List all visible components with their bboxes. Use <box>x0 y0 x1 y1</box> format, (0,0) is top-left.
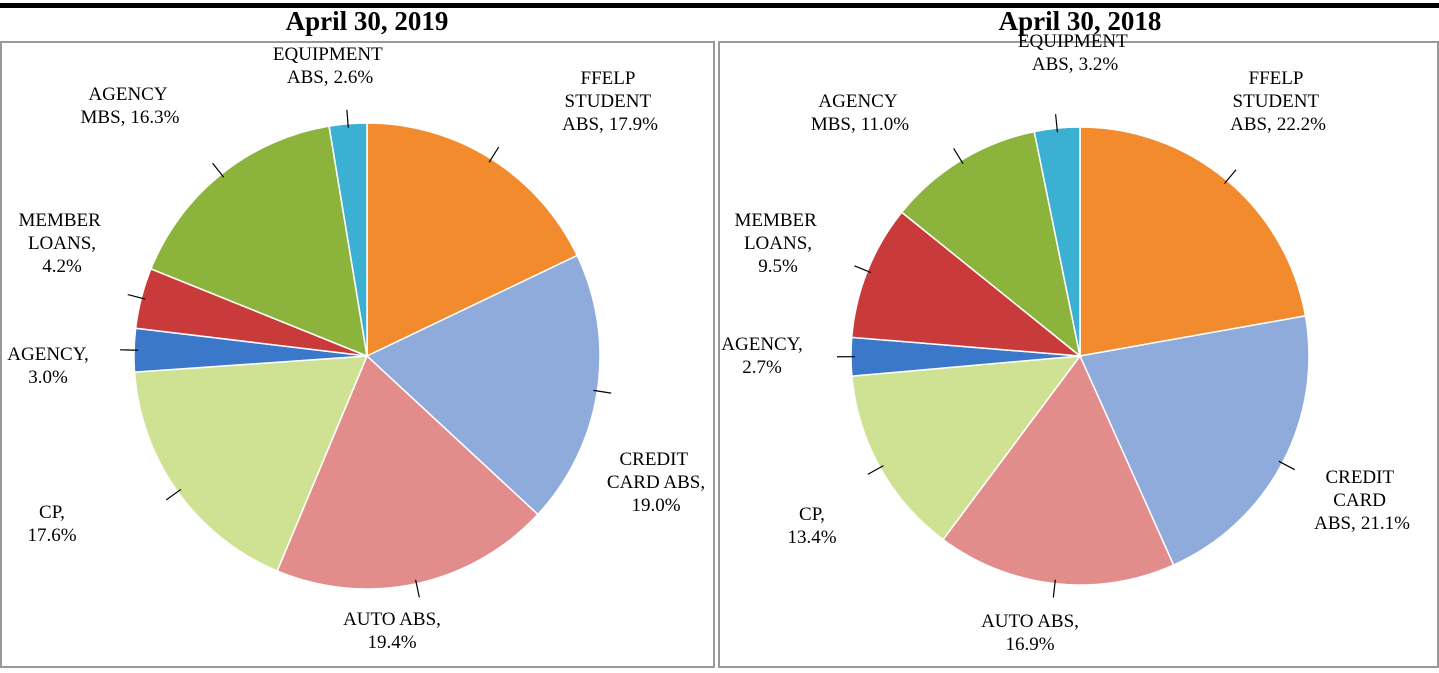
data-label: 21.1% <box>1361 513 1410 534</box>
chart-title: April 30, 2019 <box>286 6 449 36</box>
slice-category: CP, <box>39 502 65 523</box>
top-rule <box>0 3 1439 8</box>
slice-category: AGENCY, <box>721 334 802 355</box>
data-label: 4.2% <box>42 256 82 277</box>
data-label: 2.7% <box>742 357 782 378</box>
data-label: 19.0% <box>631 495 680 516</box>
slice-category: CP, <box>799 504 825 525</box>
data-label: 16.9% <box>1005 634 1054 655</box>
data-label: 3.2% <box>1079 54 1119 75</box>
slice-category: AUTO ABS, <box>981 611 1079 632</box>
data-label: 16.3% <box>130 107 179 128</box>
slice-category: AUTO ABS, <box>343 609 441 630</box>
data-label: 9.5% <box>758 256 798 277</box>
slice-category: AGENCY, <box>7 344 88 365</box>
data-label: 17.6% <box>27 525 76 546</box>
data-label: 2.6% <box>334 67 374 88</box>
data-label: 3.0% <box>28 367 68 388</box>
data-label: 17.9% <box>609 114 658 135</box>
data-label: 11.0% <box>861 114 910 135</box>
data-label: 13.4% <box>787 527 836 548</box>
data-label: 22.2% <box>1277 114 1326 135</box>
data-label: 19.4% <box>367 632 416 653</box>
